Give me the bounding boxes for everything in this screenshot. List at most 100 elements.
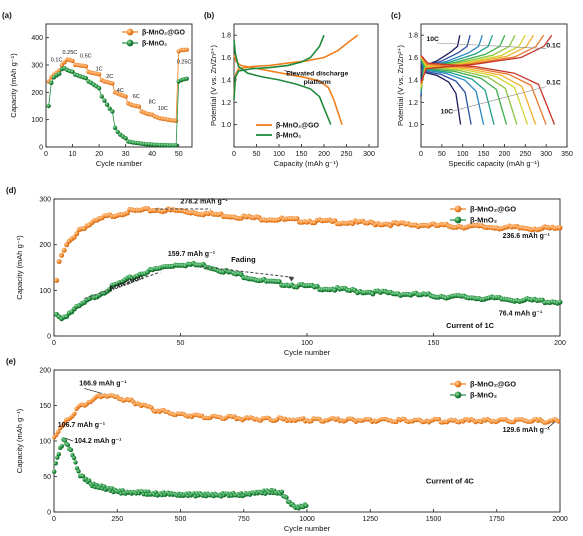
data-point [107,106,112,111]
data-point [55,455,60,460]
x-tick-label: 1500 [426,516,442,523]
annotation: Elevated discharge [286,70,348,77]
data-point [173,143,179,148]
x-tick-label: 100 [457,151,469,158]
data-point [124,210,130,216]
rate-label: 0.5C [80,53,92,59]
data-point [70,69,75,75]
panel-label: (a) [2,11,12,20]
trend-arrow [200,266,295,279]
data-point [64,242,70,248]
y-axis-label: Capacity (mAh g⁻¹) [15,235,24,300]
data-point [83,64,89,69]
legend-entry: β-MnO₂@GO [142,30,186,37]
data-point [56,451,62,457]
x-tick-label: 50 [253,151,261,158]
data-point [83,75,89,81]
y-tick-label: 1.6 [221,55,231,62]
legend-marker [454,391,462,399]
rate-label: 4C [117,88,124,94]
x-tick-label: 200 [499,151,511,158]
panel-label: (c) [391,11,401,20]
y-tick-label: 100 [31,117,43,124]
plot-frame-b [233,23,379,148]
charge-curve [233,34,325,101]
x-tick-label: 1250 [362,516,378,523]
legend-marker [126,28,134,36]
plot-frame-a [45,23,193,148]
y-tick-label: 50 [43,474,51,481]
x-tick-label: 30 [122,151,130,158]
data-point [136,104,142,109]
charge-curve [233,34,359,96]
y-tick-label: 1.4 [221,77,231,84]
arrow-head [288,276,295,282]
annotation: Fading [231,255,256,264]
legend-entry: β-MnO₂@GO [470,380,516,389]
legend-entry: β-MnO₂@GO [470,205,516,214]
annotation: 76.4 mAh g⁻¹ [499,310,543,317]
data-point [62,438,68,443]
x-tick-label: 150 [428,340,440,347]
discharge-curve [420,55,547,125]
data-point [99,94,104,99]
data-point [96,72,102,77]
data-point [68,447,74,453]
data-point [184,76,189,81]
x-tick-label: 100 [273,151,285,158]
data-point [86,478,92,483]
discharge-curve [420,54,556,125]
x-axis-label: Capacity (mAh g⁻¹) [274,159,339,168]
data-point [104,102,110,107]
annotation-arrow [84,388,103,394]
y-tick-label: 1.2 [408,100,418,107]
annotation-arrow [284,70,298,75]
annotation-arrow [65,437,74,442]
x-tick-label: 1750 [489,516,505,523]
legend-marker [454,380,462,388]
data-point [76,469,81,474]
data-point [46,103,51,109]
annotation: 236.6 mAh g⁻¹ [503,233,551,240]
rate-label: 10C [441,108,454,115]
annotation: Current of 4C [426,477,475,486]
legend-entry: β-MnO₂ [276,133,301,140]
x-tick-label: 500 [175,516,187,523]
data-point [59,443,65,449]
annotation: 106.7 mAh g⁻¹ [58,422,106,429]
data-point [57,71,62,76]
y-tick-label: 1.0 [221,122,231,129]
data-point [62,420,67,426]
data-point [71,455,77,461]
rate-label: 0.1C [546,42,560,49]
data-point [59,62,65,68]
annotation: Activation [107,272,145,293]
rate-label: 0.1C [51,58,63,64]
rate-label: 0.1C [546,79,560,86]
x-tick-label: 0 [52,340,56,347]
trend-arrow [84,271,161,300]
legend-marker [454,216,462,224]
x-tick-label: 100 [301,340,313,347]
data-point [52,469,57,474]
y-axis-label: Capacity (mAh g⁻¹) [9,53,18,118]
trend-arrow [436,42,547,49]
data-point [123,94,128,99]
rate-label: 6C [133,94,140,100]
data-point [304,503,309,509]
data-point [72,411,77,416]
y-tick-label: 150 [39,403,51,410]
discharge-curve [233,55,343,125]
panel-label: (d) [6,186,17,195]
data-point [96,86,102,91]
x-tick-label: 200 [554,340,566,347]
data-point [112,125,118,131]
y-tick-label: 1.8 [408,33,418,40]
y-tick-label: 1.8 [221,33,231,40]
annotation: Current of 1C [446,321,495,330]
y-tick-label: 1.4 [408,77,418,84]
x-tick-label: 20 [95,151,103,158]
annotation: 129.6 mAh g⁻¹ [503,427,551,434]
panel-label: (e) [6,357,16,366]
x-tick-label: 0 [52,516,56,523]
